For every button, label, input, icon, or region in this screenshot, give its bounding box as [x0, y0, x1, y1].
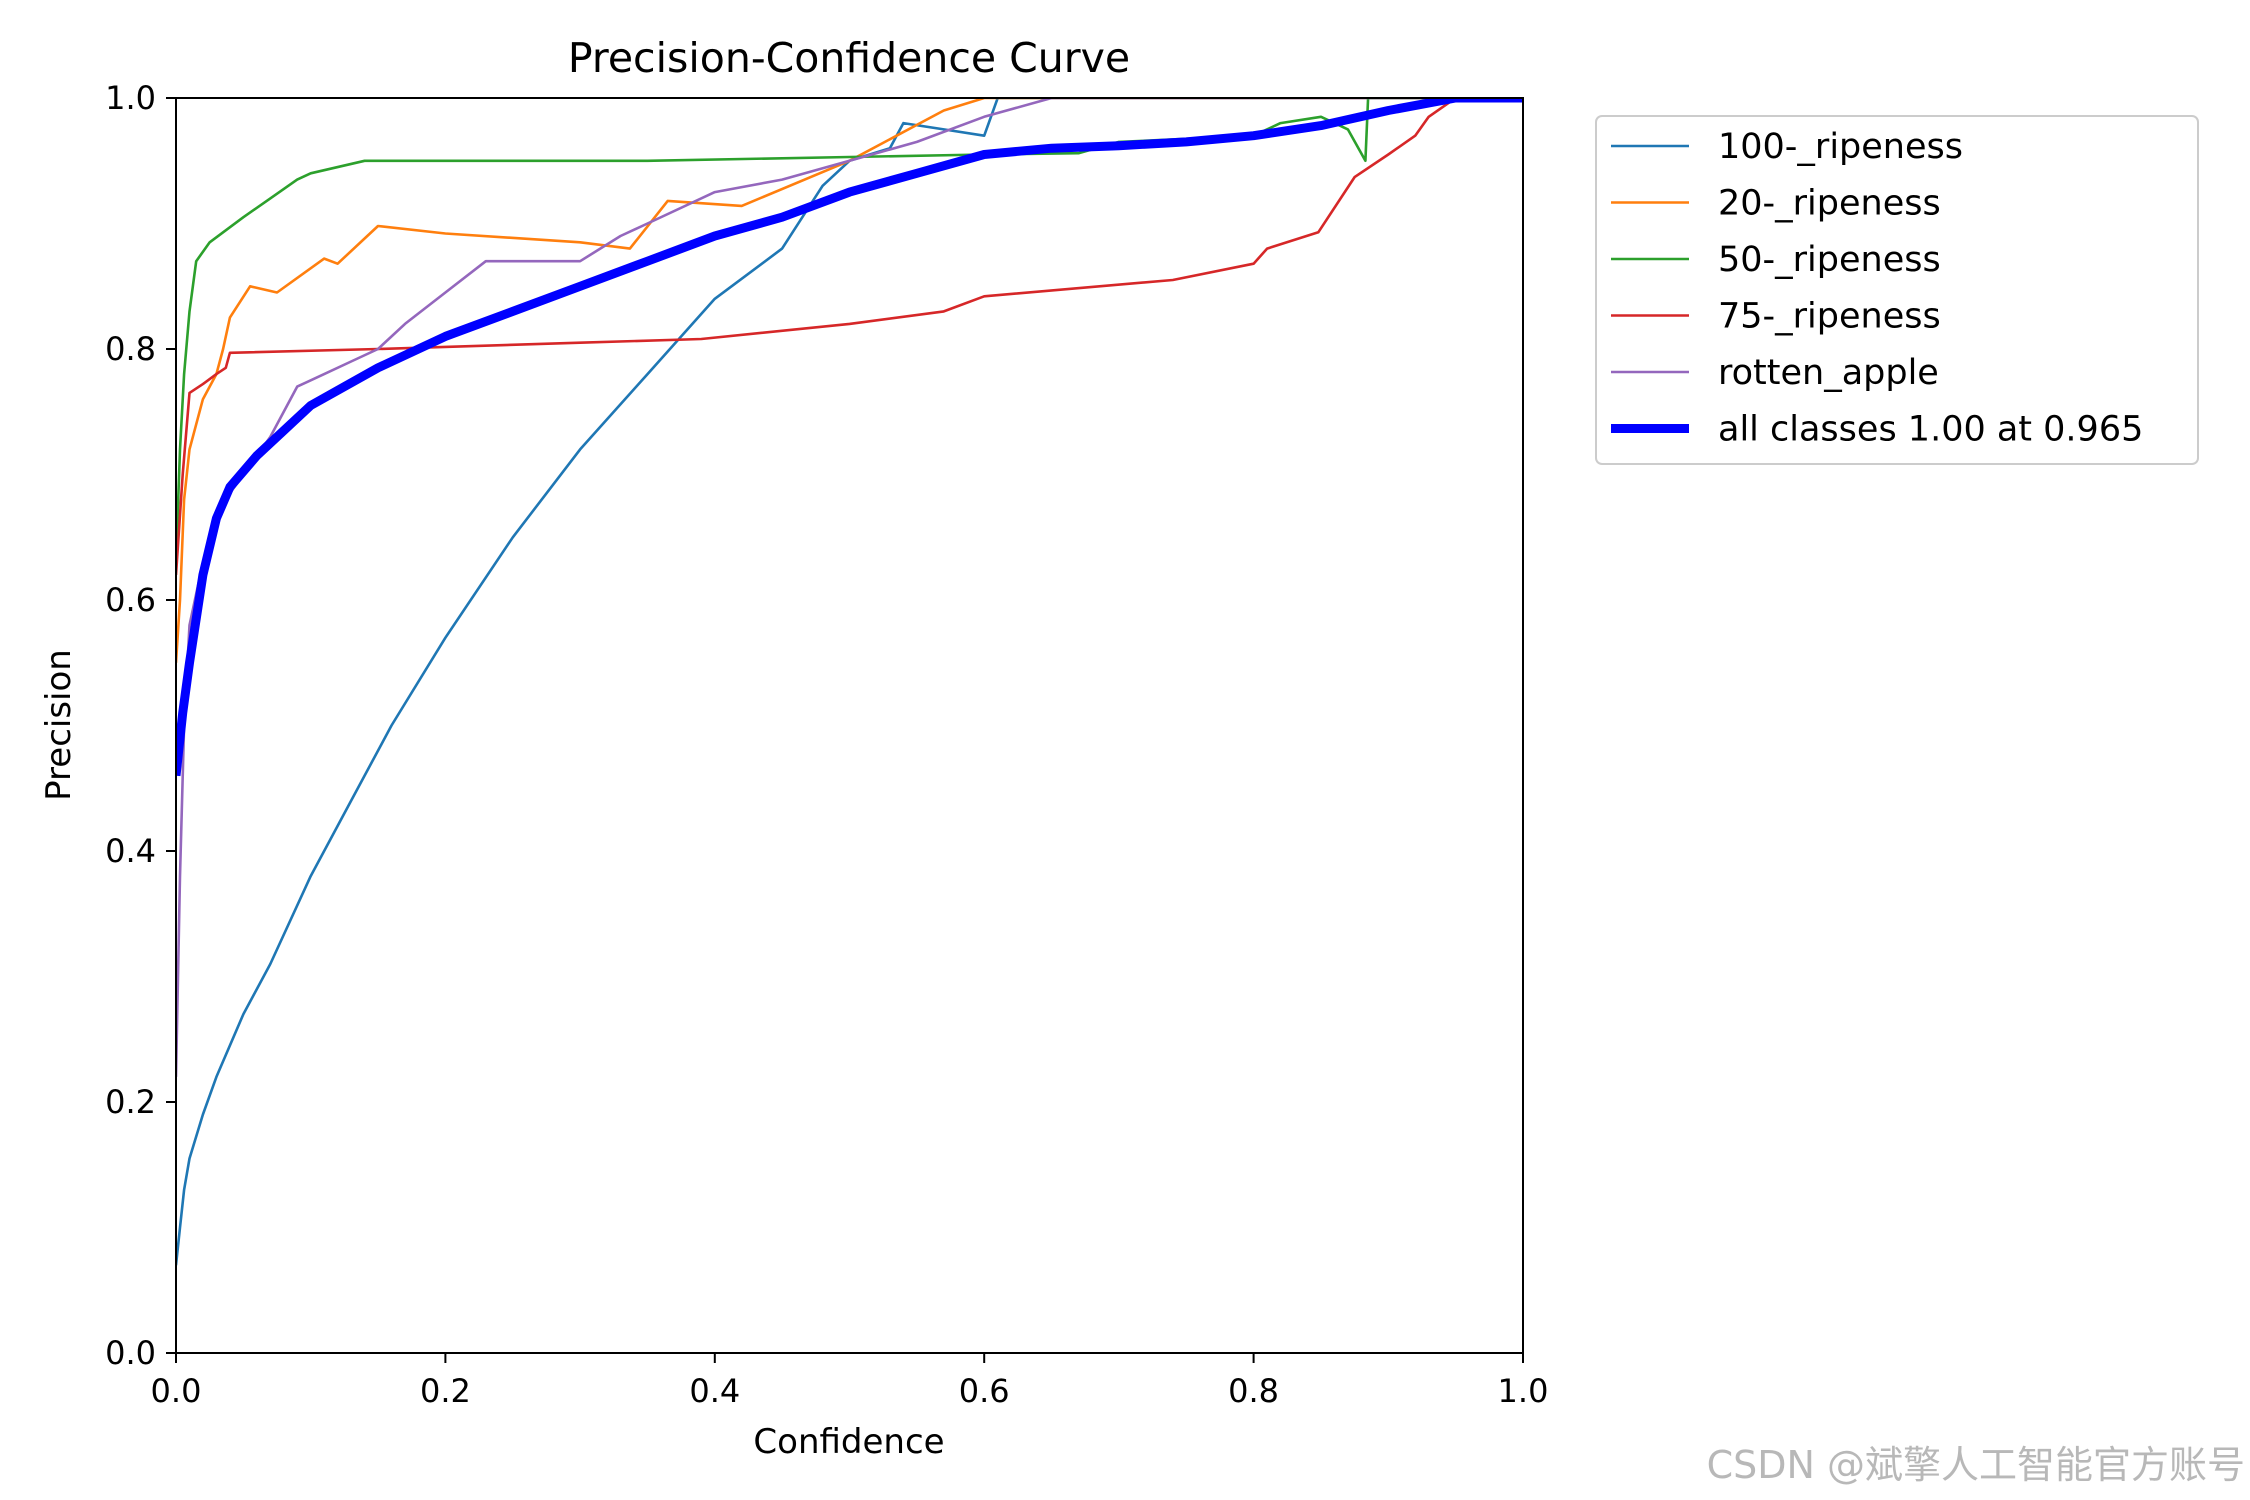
series-line-2	[176, 98, 1523, 563]
y-tick-label: 0.8	[105, 330, 156, 368]
x-tick-label: 1.0	[1498, 1372, 1549, 1410]
series-line-5	[176, 98, 1523, 777]
series-layer	[176, 98, 1523, 1266]
y-tick-label: 0.0	[105, 1334, 156, 1372]
legend-label-2: 50-_ripeness	[1718, 240, 1941, 280]
chart-title: Precision-Confidence Curve	[568, 34, 1130, 82]
x-tick-label: 0.0	[151, 1372, 202, 1410]
series-line-1	[176, 98, 1523, 663]
y-tick-label: 0.2	[105, 1083, 156, 1121]
legend-label-4: rotten_apple	[1718, 353, 1939, 393]
y-axis-ticks: 0.0 0.2 0.4 0.6 0.8 1.0	[105, 79, 176, 1372]
series-line-4	[176, 98, 1523, 1077]
legend-label-5: all classes 1.00 at 0.965	[1718, 410, 2143, 450]
plot-frame	[175, 97, 1524, 1354]
series-line-3	[176, 98, 1523, 575]
x-axis-label: Confidence	[753, 1422, 944, 1462]
legend-label-1: 20-_ripeness	[1718, 184, 1941, 224]
x-tick-label: 0.8	[1228, 1372, 1279, 1410]
watermark: CSDN @斌擎人工智能官方账号	[1707, 1443, 2245, 1487]
y-axis-label: Precision	[39, 649, 79, 801]
series-line-0	[176, 98, 1523, 1266]
y-tick-label: 0.6	[105, 581, 156, 619]
y-tick-label: 1.0	[105, 79, 156, 117]
legend-entries: 100-_ripeness 20-_ripeness 50-_ripeness 75-…	[1611, 127, 2143, 450]
x-tick-label: 0.4	[689, 1372, 740, 1410]
x-tick-label: 0.2	[420, 1372, 471, 1410]
x-tick-label: 0.6	[959, 1372, 1010, 1410]
legend-label-3: 75-_ripeness	[1718, 297, 1941, 337]
legend-box	[1595, 115, 2199, 465]
legend-label-0: 100-_ripeness	[1718, 127, 1963, 167]
x-axis-ticks: 0.0 0.2 0.4 0.6 0.8 1.0	[151, 1353, 1549, 1410]
plot-area	[175, 97, 1524, 1354]
y-tick-label: 0.4	[105, 832, 156, 870]
legend: 100-_ripeness 20-_ripeness 50-_ripeness 75-…	[1595, 115, 2199, 465]
